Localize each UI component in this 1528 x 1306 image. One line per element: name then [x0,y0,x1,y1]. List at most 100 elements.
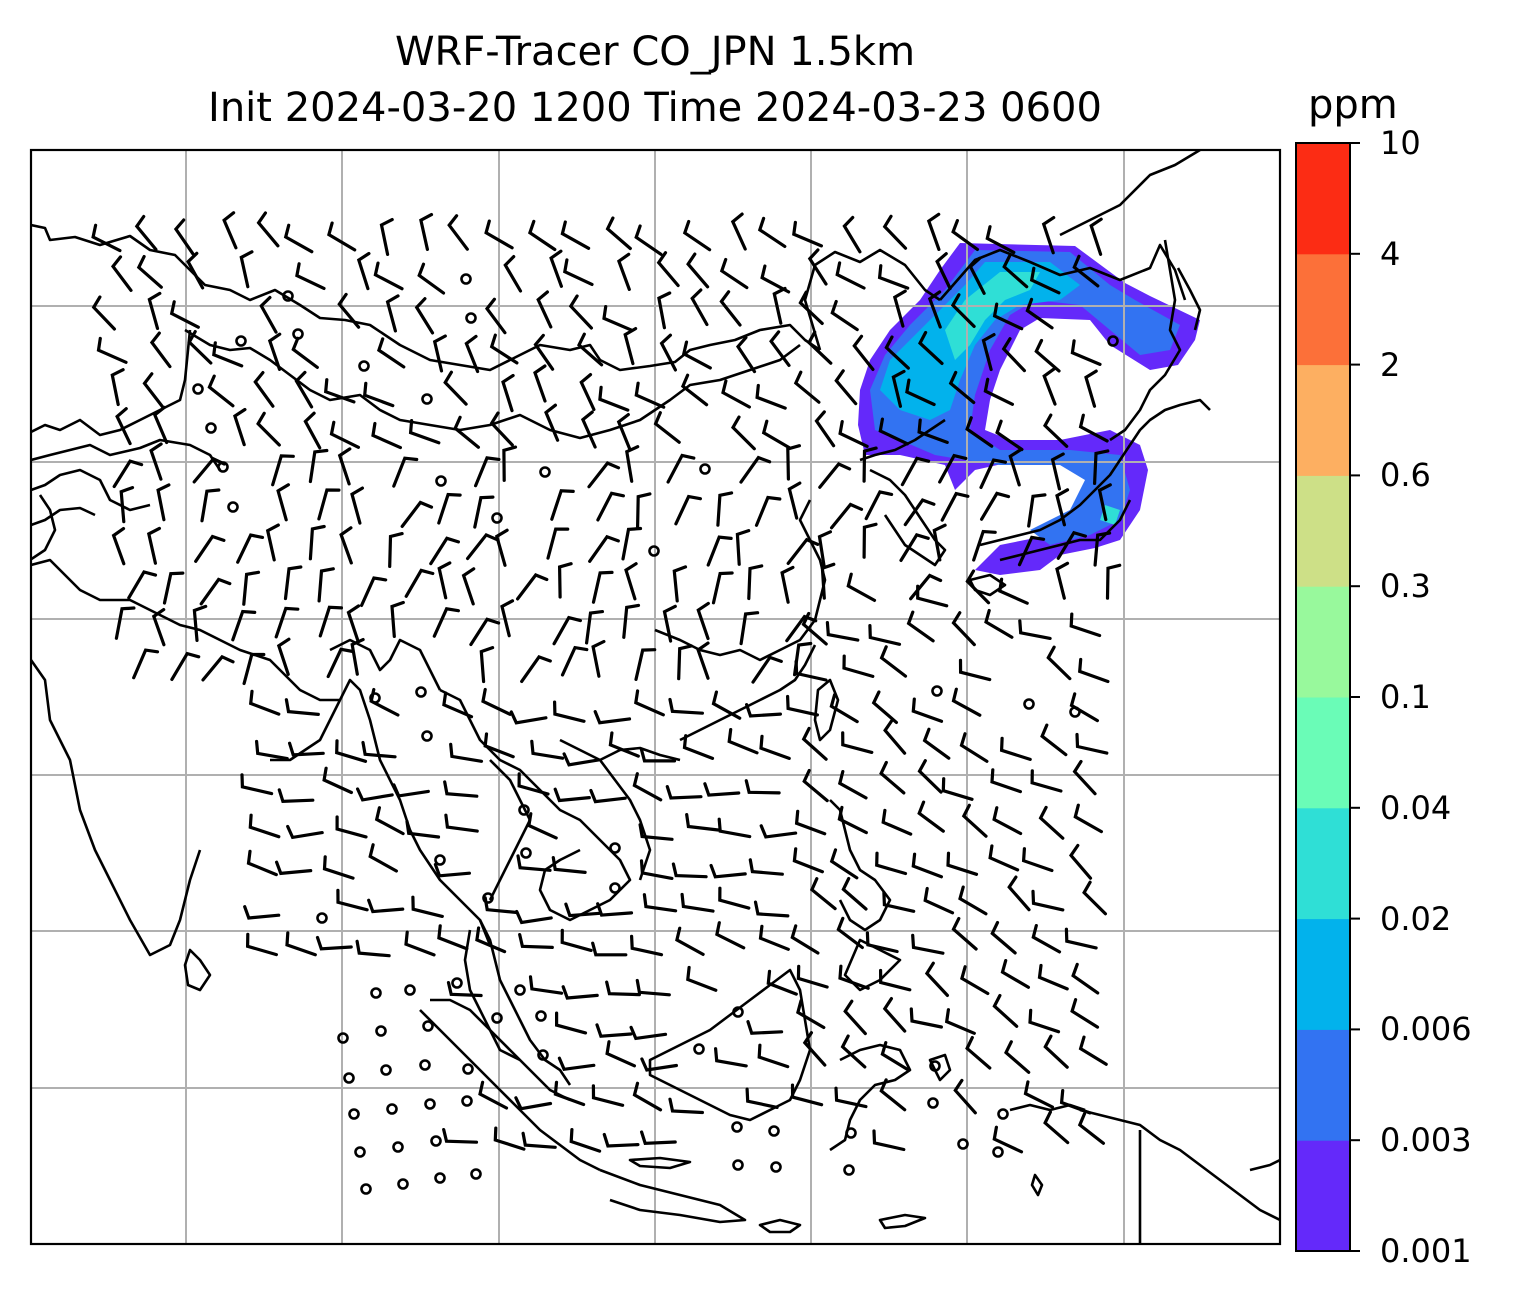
calm-circle [354,1146,366,1158]
wind-barb [368,843,398,873]
wind-barb [1041,216,1056,255]
colorbar [1295,142,1360,1252]
wind-barb [1082,880,1107,916]
wind-barb [602,1132,640,1148]
wind-barb [483,732,515,759]
wind-barb [569,1128,602,1153]
wind-barb [112,459,144,489]
wind-barb [883,718,907,755]
calm-circle [192,383,204,395]
wind-barb [927,290,942,329]
wind-barb [1017,535,1046,567]
wind-barb [1078,413,1109,443]
wind-barb [840,1034,867,1069]
wind-barb [374,806,405,836]
wind-barb [659,333,677,372]
wind-barb [243,905,281,920]
wind-barb [411,895,444,918]
wind-barb [682,734,715,760]
wind-barb [984,608,1014,639]
wind-barb [444,813,479,833]
wind-barb [151,608,166,647]
wind-barb [838,420,869,448]
wind-barb [719,257,749,290]
wind-barb [790,924,820,955]
wind-barb [461,567,476,606]
wind-barb [759,824,798,839]
calm-circle [699,463,711,475]
wind-barb [938,453,968,484]
colorbar-segment [1296,253,1350,366]
wind-barb [880,1041,910,1072]
wind-barb [149,442,163,481]
calm-circle [397,1178,409,1190]
wind-barb [1077,1112,1105,1145]
wind-barb [680,373,709,407]
wind-barb [745,703,782,718]
wind-barb [1093,449,1110,485]
wind-barb [924,961,949,997]
calm-circle [465,312,477,324]
wind-barb [339,526,353,565]
wind-barb [329,420,360,449]
wind-barb [1028,1008,1061,1034]
wind-barb [489,411,514,447]
wind-barb [447,214,469,251]
wind-barb [656,251,680,288]
wind-barb [864,490,894,521]
wind-barb [317,567,335,603]
wind-barb [918,330,944,365]
calm-circle [419,1059,431,1071]
wind-barb [990,768,1022,794]
colorbar-tick-label: 0.006 [1380,1010,1472,1049]
wind-barb [362,381,395,408]
calm-circle [227,501,239,513]
wind-barb [187,330,213,365]
wind-barb [735,529,751,566]
wind-barb [484,297,507,335]
wind-barb [965,1036,992,1070]
wind-barb [136,255,163,289]
wind-barb [922,727,951,760]
wind-barb [285,931,317,957]
wind-barb [959,732,989,763]
calm-circle [491,512,503,524]
wind-barb [516,854,552,872]
wind-barb [1001,337,1026,373]
wind-barb [379,218,394,256]
wind-barb [593,710,632,725]
map-title-line1: WRF-Tracer CO_JPN 1.5km [394,29,916,75]
wind-barb [1069,612,1102,638]
wind-barb [1078,1035,1108,1066]
wind-barb [350,486,364,525]
wind-barb [564,902,602,918]
wind-barb [1056,530,1087,560]
wind-barb [754,495,782,527]
wind-barb [665,785,703,800]
wind-barb [657,291,672,330]
calm-circle [386,1103,398,1115]
wind-barb [277,788,315,803]
wind-barb [478,1080,509,1110]
wind-barb [862,446,878,483]
calm-circle [358,360,370,372]
wind-barb [985,225,1016,254]
wind-barb [337,447,352,486]
coastlines [31,150,1280,1244]
wind-barb [533,333,555,371]
wind-barb [817,530,832,568]
wind-barb [932,523,947,562]
wind-barb [755,383,787,410]
wind-barb [623,327,638,366]
wind-barb [474,456,501,488]
wind-barb [1105,563,1122,600]
wind-barb [503,255,523,293]
wind-barb [1055,488,1070,527]
wind-barb [429,536,460,566]
wind-barb [757,216,787,248]
wind-barb [1038,805,1065,840]
wind-barb [639,747,677,763]
wind-barb [442,1128,479,1144]
wind-barb [437,561,452,600]
